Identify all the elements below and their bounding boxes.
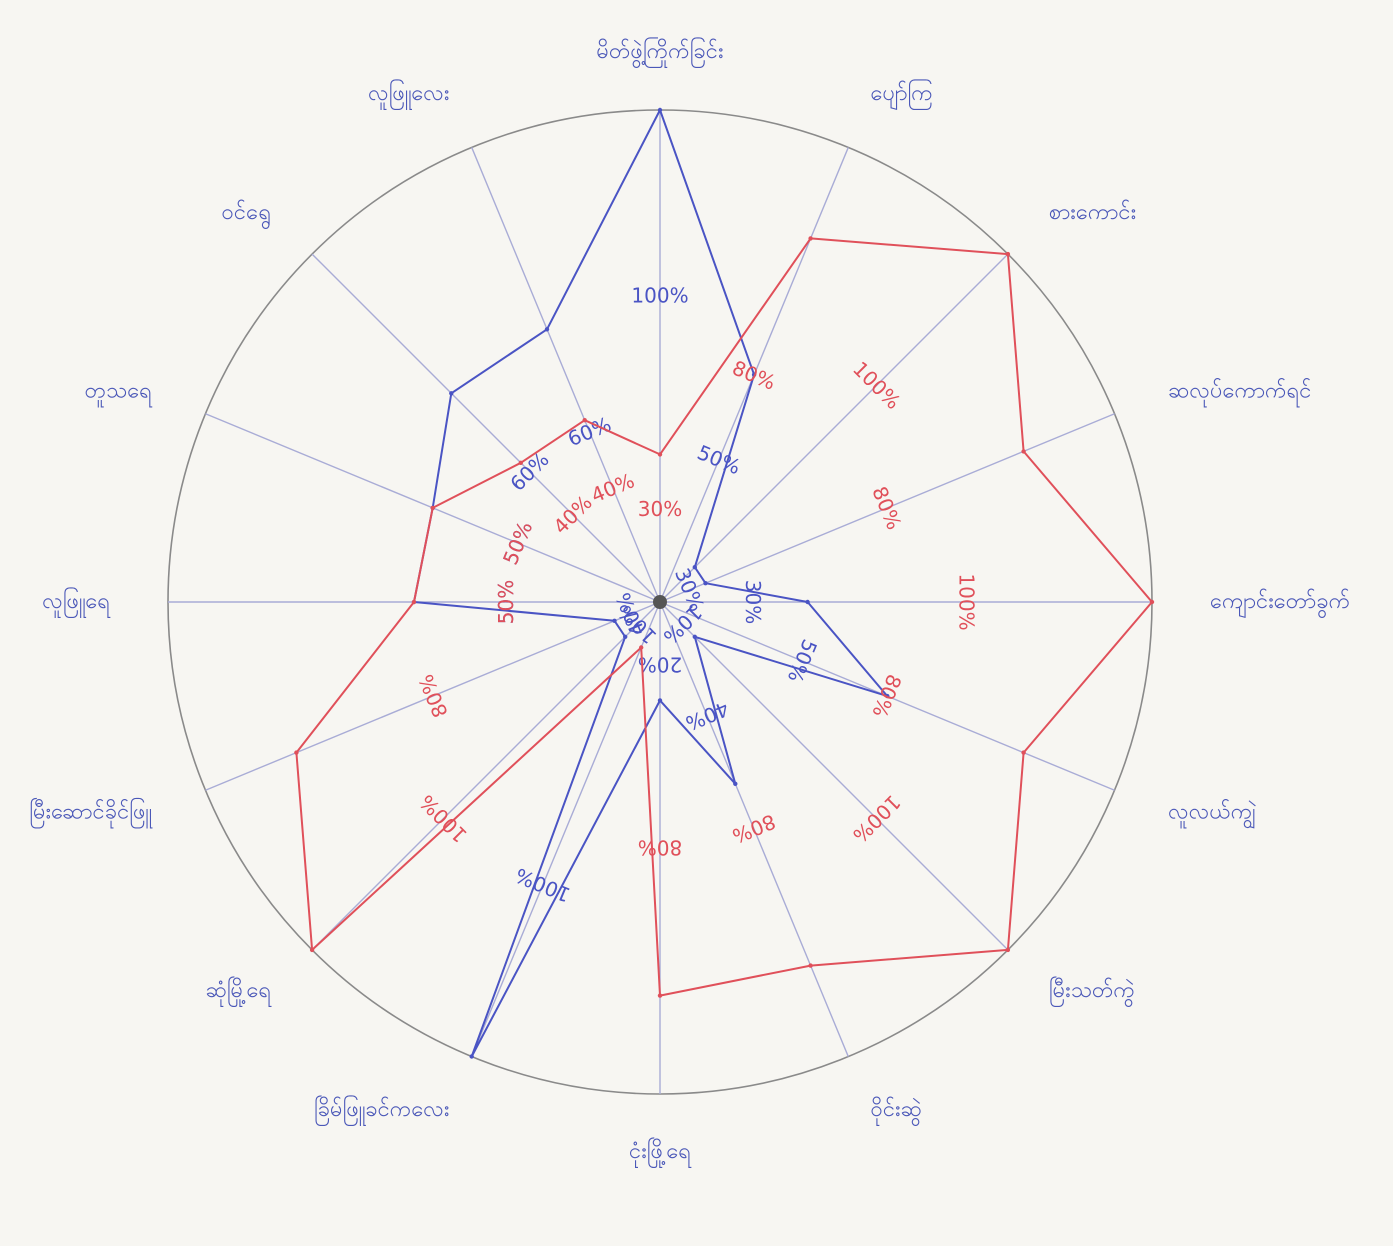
axis-label-9: ခြိမ်ဖြူခင်ကလေး — [314, 1095, 450, 1127]
series-1-point-4 — [1149, 599, 1155, 605]
series-0-point-1 — [751, 372, 757, 377]
series-1-point-9 — [639, 645, 644, 650]
series-0-point-5 — [885, 693, 890, 699]
series-0-point-6 — [692, 634, 697, 639]
series-0-value-label-8: 20% — [638, 653, 682, 677]
axis-label-5: လူလယ်ကျွဲ — [1168, 799, 1257, 830]
series-1-point-13 — [430, 505, 435, 511]
series-0-point-2 — [692, 565, 697, 570]
series-1-value-label-4: 100% — [955, 573, 979, 630]
axis-label-15: လူဖြူလေး — [368, 79, 449, 111]
series-1-value-label-7: 80% — [729, 809, 779, 848]
spoke-2 — [659, 253, 1009, 603]
axis-label-8: ငုံးဖြို့ရေ — [629, 1137, 691, 1168]
axis-label-11: မြီးဆောင်ခိုင်ဖြူ — [29, 798, 152, 830]
series-0-point-8 — [657, 698, 663, 703]
series-1-point-2 — [1005, 251, 1011, 257]
axis-label-12: လူဖြူရေ — [42, 587, 110, 619]
series-0-point-7 — [733, 781, 738, 786]
series-1-point-15 — [582, 418, 587, 423]
spoke-11 — [205, 601, 661, 791]
spoke-14 — [311, 253, 661, 603]
series-1-point-10 — [309, 947, 315, 953]
series-1-value-label-11: 80% — [414, 671, 453, 721]
axis-label-1: ပျော်ကြ — [871, 79, 933, 110]
axis-label-0: မိတ်ဖွဲ့ကြိုက်ခြင်း — [596, 37, 723, 69]
spoke-10 — [311, 601, 661, 951]
series-1-point-7 — [808, 963, 813, 968]
axis-label-2: စားကောင်း — [1049, 199, 1136, 225]
series-0-value-label-4: 30% — [741, 580, 765, 624]
series-0-point-10 — [623, 634, 628, 639]
series-0-value-label-15: 60% — [564, 412, 614, 451]
spoke-7 — [659, 601, 849, 1057]
series-1-point-5 — [1021, 750, 1026, 755]
series-1-value-label-12: 50% — [494, 580, 518, 624]
series-0-value-label-0: 100% — [631, 284, 688, 308]
series-1-value-label-13: 50% — [498, 518, 537, 568]
axis-label-4: ကျောင်းတော်ခွက် — [1210, 588, 1350, 619]
axis-label-7: ဝိုင်းဆွဲ — [871, 1096, 922, 1127]
series-0-point-4 — [805, 599, 810, 605]
spoke-3 — [659, 413, 1115, 603]
series-1-polygon — [295, 237, 1153, 997]
spoke-15 — [471, 147, 661, 603]
axis-label-14: ဝင်ရွေ — [222, 199, 272, 230]
series-0-value-label-12: 50% — [494, 580, 518, 624]
series-0-value-label-7: 40% — [682, 696, 732, 735]
series-1-point-14 — [518, 460, 523, 465]
series-1-point-11 — [294, 750, 299, 755]
series-1-value-label-8: 80% — [638, 836, 682, 860]
series-1-value-label-0: 30% — [638, 497, 682, 521]
series-1-point-3 — [1021, 449, 1026, 454]
series-1-value-label-15: 40% — [588, 468, 638, 507]
series-0-point-15 — [544, 327, 550, 332]
axis-label-6: မြီးသတ်ကွဲ — [1049, 976, 1135, 1008]
series-0-value-label-11: 40% — [611, 589, 650, 639]
series-0-point-11 — [612, 618, 617, 623]
series-1-point-12 — [411, 599, 417, 605]
series-1-point-0 — [657, 452, 663, 457]
series-0-value-label-1: 50% — [694, 440, 744, 479]
series-0-point-3 — [703, 581, 708, 586]
spoke-9 — [471, 601, 661, 1057]
series-0-value-label-5: 50% — [783, 636, 822, 686]
series-1-point-8 — [657, 993, 663, 998]
axis-label-13: တူသရေ — [85, 379, 153, 408]
series-0-point-9 — [469, 1054, 474, 1059]
center-dot — [653, 595, 667, 609]
series-0-point-0 — [657, 107, 663, 113]
series-1-value-label-1: 80% — [729, 356, 779, 395]
series-1-value-label-3: 80% — [867, 483, 906, 533]
series-0-polygon — [413, 109, 889, 1058]
series-1-point-1 — [808, 236, 813, 241]
axis-label-10: ဆုံမြို့ရေ — [206, 976, 272, 1007]
series-1-point-6 — [1005, 947, 1011, 953]
axis-label-3: ဆလုပ်ကောက်ရင် — [1168, 378, 1311, 408]
series-0-value-label-9: 100% — [512, 863, 574, 907]
series-0-point-14 — [449, 391, 454, 396]
spoke-6 — [659, 601, 1009, 951]
